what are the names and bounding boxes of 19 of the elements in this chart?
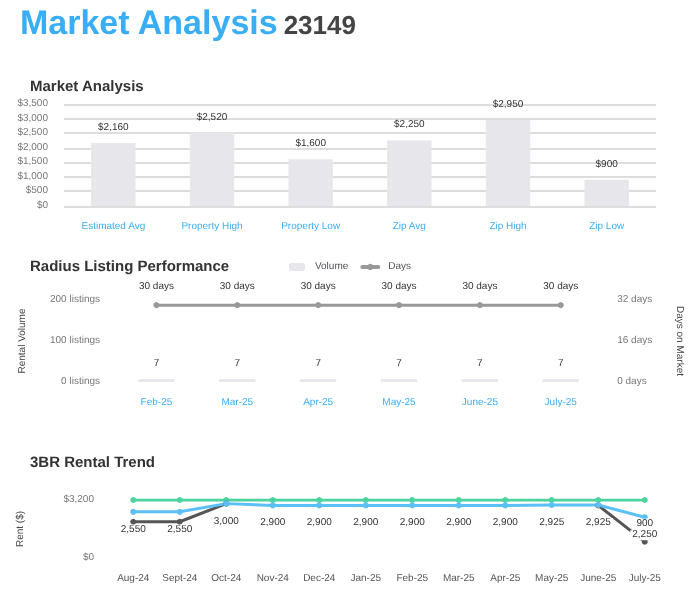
point xyxy=(502,502,509,509)
point xyxy=(362,502,369,509)
point xyxy=(455,502,462,509)
bar xyxy=(485,120,531,206)
point xyxy=(130,508,137,515)
line-series xyxy=(130,500,648,521)
text: 23149 xyxy=(283,10,356,40)
bar xyxy=(387,140,432,206)
bar xyxy=(288,159,333,206)
point xyxy=(316,502,323,509)
point xyxy=(176,518,183,525)
text: Market Analysis xyxy=(20,4,278,42)
point xyxy=(176,508,183,515)
point xyxy=(269,502,276,509)
bar xyxy=(189,132,235,206)
bar xyxy=(91,143,136,206)
point xyxy=(409,502,416,509)
point xyxy=(130,518,137,525)
bar xyxy=(584,179,629,206)
